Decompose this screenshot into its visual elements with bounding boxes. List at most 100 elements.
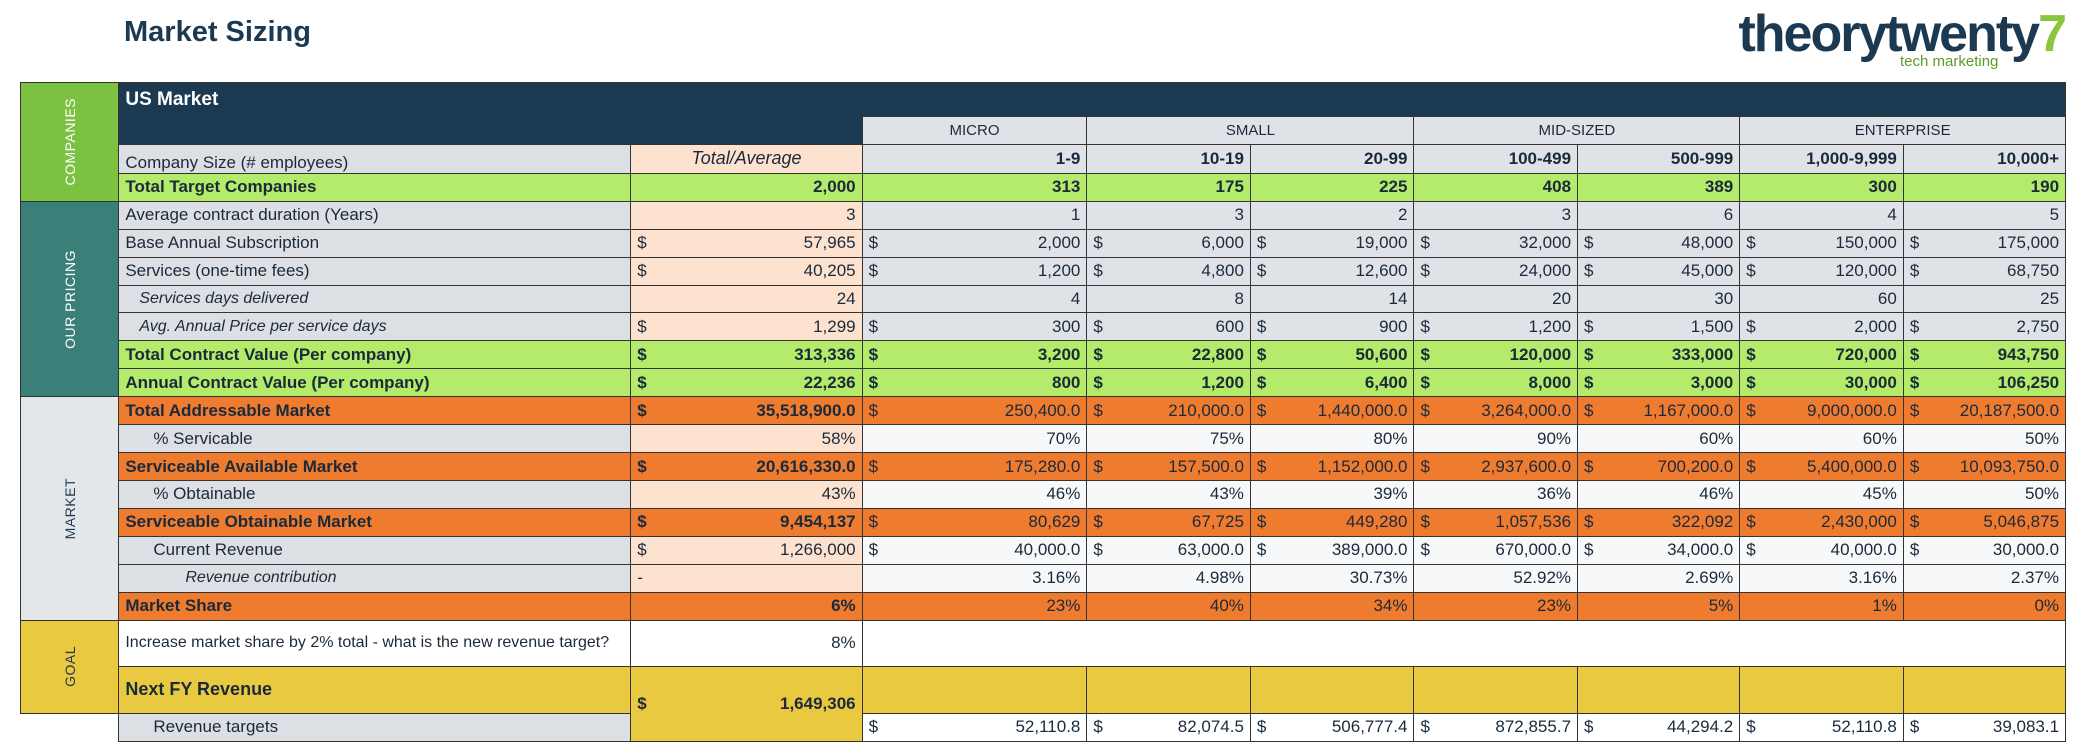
currency-sign: $ bbox=[1420, 400, 1430, 420]
cell-value: 1,200 bbox=[1037, 261, 1081, 281]
section-label: OUR PRICING bbox=[19, 200, 120, 398]
value-cell: 313 bbox=[861, 172, 1088, 202]
cell-value: 150,000 bbox=[1835, 233, 1897, 253]
cell-value: 389,000.0 bbox=[1331, 540, 1408, 560]
currency-sign: $ bbox=[1746, 344, 1756, 364]
row-label-cell: Serviceable Available Market bbox=[118, 452, 632, 482]
cell-value: 3,264,000.0 bbox=[1481, 400, 1572, 420]
value-cell: 23% bbox=[1413, 591, 1579, 621]
cell-value: 6 bbox=[1723, 205, 1734, 225]
row-label-cell: Base Annual Subscription bbox=[118, 228, 632, 258]
currency-sign: $ bbox=[1909, 456, 1920, 476]
value-cell: $1,167,000.0 bbox=[1577, 396, 1741, 426]
total-header-cell: Total/Average bbox=[630, 143, 863, 174]
value-cell: $322,092 bbox=[1577, 507, 1741, 537]
cell-value: 22,236 bbox=[803, 372, 856, 392]
cell-value: 2,430,000 bbox=[1821, 512, 1897, 532]
size-cell: 500-999 bbox=[1577, 143, 1741, 174]
row-label-cell: Current Revenue bbox=[118, 535, 632, 565]
value-cell: 46% bbox=[1577, 480, 1741, 509]
currency-sign: $ bbox=[1093, 344, 1103, 364]
row-label-cell: % Obtainable bbox=[118, 480, 632, 509]
value-cell: 60% bbox=[1739, 424, 1904, 454]
currency-sign: $ bbox=[1746, 540, 1756, 560]
value-cell: 34% bbox=[1249, 591, 1415, 621]
value-cell: 75% bbox=[1086, 424, 1251, 454]
currency-sign: $ bbox=[1584, 261, 1594, 281]
currency-sign: $ bbox=[637, 372, 647, 392]
currency-sign: $ bbox=[868, 717, 879, 737]
currency-sign: $ bbox=[1093, 540, 1103, 560]
cell-value: - bbox=[637, 568, 643, 588]
currency-sign: $ bbox=[637, 344, 647, 364]
value-cell: $175,280.0 bbox=[861, 452, 1088, 482]
value-cell: $8,000 bbox=[1413, 368, 1579, 398]
row-label-cell: Total Contract Value (Per company) bbox=[118, 340, 632, 370]
cell-value: 5 bbox=[2049, 205, 2060, 225]
cell-value: 225 bbox=[1379, 177, 1408, 197]
value-cell: $1,440,000.0 bbox=[1249, 396, 1415, 426]
section-label: COMPANIES bbox=[19, 82, 120, 202]
value-cell: 6 bbox=[1577, 200, 1741, 230]
currency-sign: $ bbox=[1746, 456, 1756, 476]
currency-sign: $ bbox=[1909, 372, 1920, 392]
cell-value: 106,250 bbox=[1997, 372, 2060, 392]
currency-sign: $ bbox=[1093, 456, 1103, 476]
cell-value: 1 bbox=[1070, 205, 1081, 225]
currency-sign: $ bbox=[868, 400, 879, 420]
value-cell: 4.98% bbox=[1086, 563, 1251, 593]
currency-sign: $ bbox=[1256, 540, 1267, 560]
cell-value: 6,000 bbox=[1201, 233, 1244, 253]
currency-sign: $ bbox=[1420, 717, 1430, 737]
value-cell: 36% bbox=[1413, 480, 1579, 509]
group-label: ENTERPRISE bbox=[1854, 121, 1951, 139]
value-cell: 2.37% bbox=[1902, 563, 2067, 593]
goal-blank bbox=[861, 619, 2067, 668]
cell-value: 90% bbox=[1537, 428, 1572, 448]
cell-value: 1,167,000.0 bbox=[1643, 400, 1734, 420]
currency-sign: $ bbox=[1584, 372, 1594, 392]
currency-sign: $ bbox=[1909, 717, 1920, 737]
cell-value: 44,294.2 bbox=[1667, 717, 1734, 737]
cell-value: 40,000.0 bbox=[1830, 540, 1897, 560]
total-cell: - bbox=[630, 563, 863, 593]
value-cell: $20,187,500.0 bbox=[1902, 396, 2067, 426]
value-cell: 60 bbox=[1739, 284, 1904, 314]
value-cell: 5 bbox=[1902, 200, 2067, 230]
section-label-text: COMPANIES bbox=[61, 98, 78, 186]
cell-value: 720,000 bbox=[1835, 344, 1897, 364]
total-cell: $313,336 bbox=[630, 340, 863, 370]
cell-value: 1% bbox=[1872, 596, 1897, 616]
size-label: 20-99 bbox=[1363, 148, 1408, 168]
row-label: Total Target Companies bbox=[125, 177, 317, 197]
cell-value: 3,200 bbox=[1037, 344, 1081, 364]
currency-sign: $ bbox=[637, 233, 647, 253]
cell-value: 23% bbox=[1537, 596, 1572, 616]
cell-value: 9,000,000.0 bbox=[1807, 400, 1897, 420]
currency-sign: $ bbox=[1256, 233, 1267, 253]
cell-value: 52,110.8 bbox=[1831, 717, 1897, 737]
targets-value-cell: $872,855.7 bbox=[1413, 712, 1579, 742]
row-label: Serviceable Obtainable Market bbox=[125, 512, 372, 532]
cell-value: 3 bbox=[846, 205, 856, 225]
cell-value: 250,400.0 bbox=[1004, 400, 1081, 420]
next-fy-blank bbox=[1086, 666, 1251, 714]
cell-value: 157,500.0 bbox=[1168, 456, 1244, 476]
row-label: Avg. Annual Price per service days bbox=[139, 317, 387, 335]
value-cell: $4,800 bbox=[1086, 256, 1251, 286]
currency-sign: $ bbox=[1909, 400, 1920, 420]
size-label: 100-499 bbox=[1508, 148, 1572, 168]
cell-value: 39,083.1 bbox=[1992, 717, 2060, 737]
value-cell: $12,600 bbox=[1249, 256, 1415, 286]
total-cell: $20,616,330.0 bbox=[630, 452, 863, 482]
table-title-cell: US Market bbox=[118, 82, 2067, 117]
cell-value: 50% bbox=[2025, 428, 2060, 448]
cell-value: 35,518,900.0 bbox=[756, 400, 856, 420]
currency-sign: $ bbox=[868, 344, 879, 364]
cell-value: 48,000 bbox=[1681, 233, 1734, 253]
cell-value: 313 bbox=[1052, 177, 1081, 197]
currency-sign: $ bbox=[1584, 233, 1594, 253]
cell-value: 190 bbox=[2030, 177, 2060, 197]
cell-value: 1,299 bbox=[813, 316, 856, 336]
header-filler bbox=[118, 114, 863, 145]
